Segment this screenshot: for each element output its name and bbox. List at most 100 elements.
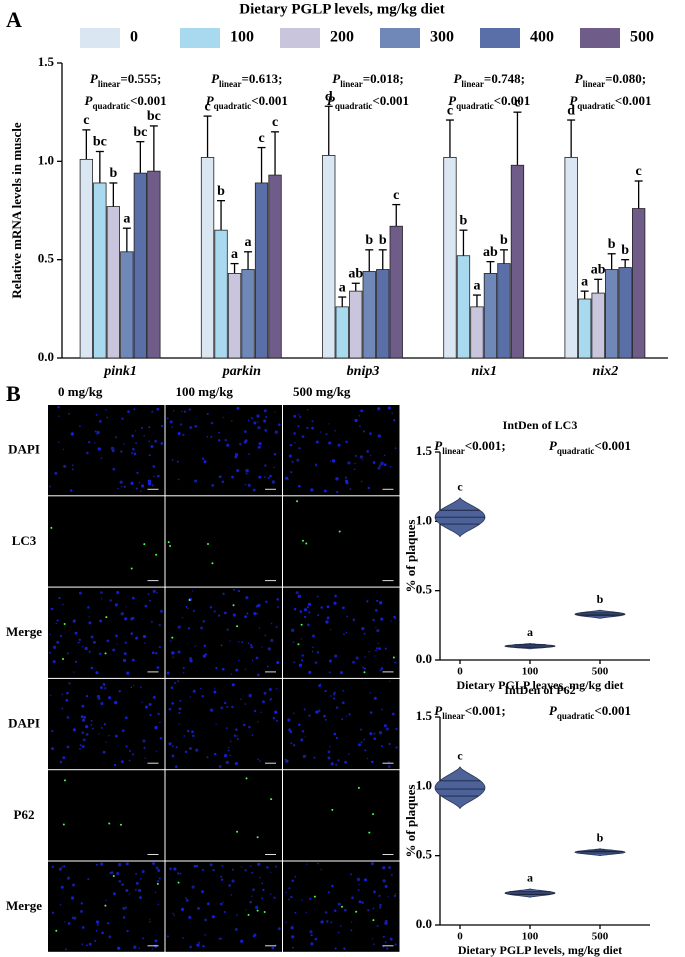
- nucleus: [120, 612, 124, 616]
- bar: [591, 292, 605, 359]
- nucleus: [151, 410, 154, 413]
- p-subscript: quadratic: [557, 711, 595, 721]
- nucleus: [182, 672, 185, 674]
- nucleus: [382, 935, 385, 938]
- nucleus: [200, 626, 203, 630]
- nucleus: [337, 759, 340, 762]
- nucleus: [258, 475, 262, 479]
- nucleus: [81, 718, 86, 722]
- bar: [106, 206, 120, 359]
- nucleus: [135, 636, 139, 640]
- nucleus: [73, 671, 75, 673]
- nucleus: [263, 419, 267, 423]
- nucleus: [352, 618, 356, 622]
- nucleus: [311, 650, 314, 653]
- nucleus: [113, 764, 117, 767]
- nucleus: [328, 423, 330, 425]
- nucleus: [257, 445, 261, 449]
- p-subscript: quadratic: [214, 101, 252, 111]
- nucleus: [291, 879, 294, 882]
- nucleus: [147, 593, 150, 595]
- micrograph: [48, 405, 165, 496]
- signal: [112, 874, 115, 877]
- nucleus: [56, 640, 60, 644]
- nucleus: [72, 883, 75, 887]
- p-value-annotation: Pquadratic<0.001: [327, 93, 409, 111]
- nucleus: [252, 888, 255, 892]
- nucleus: [209, 606, 213, 609]
- nucleus: [372, 618, 375, 622]
- nucleus: [389, 465, 392, 468]
- nucleus: [225, 727, 228, 730]
- nucleus: [135, 442, 137, 445]
- nucleus: [226, 705, 229, 708]
- nucleus: [255, 612, 258, 615]
- signal: [355, 910, 358, 913]
- nucleus: [151, 948, 154, 950]
- nucleus: [90, 719, 93, 722]
- nucleus: [55, 622, 57, 625]
- nucleus: [288, 887, 291, 890]
- signal: [357, 786, 360, 789]
- nucleus: [213, 690, 217, 694]
- nucleus: [127, 410, 130, 414]
- significance-letter: a: [123, 211, 130, 226]
- nucleus: [241, 641, 244, 644]
- p-value-annotation: Pquadratic<0.001: [569, 93, 651, 111]
- nucleus: [126, 929, 129, 933]
- signal: [297, 643, 300, 646]
- nucleus: [301, 435, 305, 439]
- nucleus: [350, 921, 353, 923]
- y-axis-label: Relative mRNA levels in muscle: [9, 122, 24, 298]
- nucleus: [229, 740, 232, 743]
- nucleus: [213, 610, 216, 613]
- panel-label: B: [6, 381, 21, 406]
- significance-letter: c: [447, 103, 453, 118]
- nucleus: [329, 745, 331, 748]
- nucleus: [334, 947, 337, 950]
- significance-letter: d: [567, 103, 575, 118]
- nucleus: [232, 588, 235, 591]
- nucleus: [358, 884, 360, 886]
- micrograph: [283, 496, 400, 587]
- nucleus: [296, 458, 300, 462]
- row-label: Merge: [6, 898, 42, 913]
- signal: [207, 543, 210, 546]
- nucleus: [257, 721, 259, 723]
- significance-letter: c: [636, 164, 642, 179]
- nucleus: [342, 633, 345, 636]
- micrograph: [283, 770, 400, 861]
- nucleus: [350, 873, 353, 876]
- p-value-annotation: Plinear=0.080;: [575, 71, 646, 89]
- nucleus: [293, 607, 297, 611]
- nucleus: [326, 616, 330, 620]
- nucleus: [288, 728, 291, 732]
- nucleus: [362, 459, 364, 461]
- nucleus: [159, 721, 161, 724]
- nucleus: [97, 447, 101, 451]
- nucleus: [229, 754, 231, 757]
- nucleus: [116, 643, 118, 645]
- nucleus: [218, 765, 222, 768]
- x-tick-label: 0: [457, 666, 463, 678]
- nucleus: [288, 454, 292, 458]
- bar: [120, 251, 134, 359]
- nucleus: [168, 742, 172, 746]
- nucleus: [341, 718, 344, 721]
- nucleus: [373, 943, 375, 945]
- nucleus: [327, 756, 331, 760]
- significance-letter: b: [217, 184, 225, 199]
- nucleus: [151, 651, 155, 655]
- nucleus: [158, 624, 161, 627]
- nucleus: [300, 738, 304, 742]
- nucleus: [172, 912, 175, 915]
- significance-letter: c: [258, 131, 264, 146]
- p-value: <0.001: [494, 93, 531, 108]
- p-value: <0.001: [251, 93, 288, 108]
- nucleus: [259, 876, 261, 879]
- nucleus: [51, 747, 55, 751]
- nucleus: [339, 925, 342, 928]
- nucleus: [272, 716, 276, 720]
- nucleus: [245, 596, 249, 600]
- signal: [340, 905, 343, 908]
